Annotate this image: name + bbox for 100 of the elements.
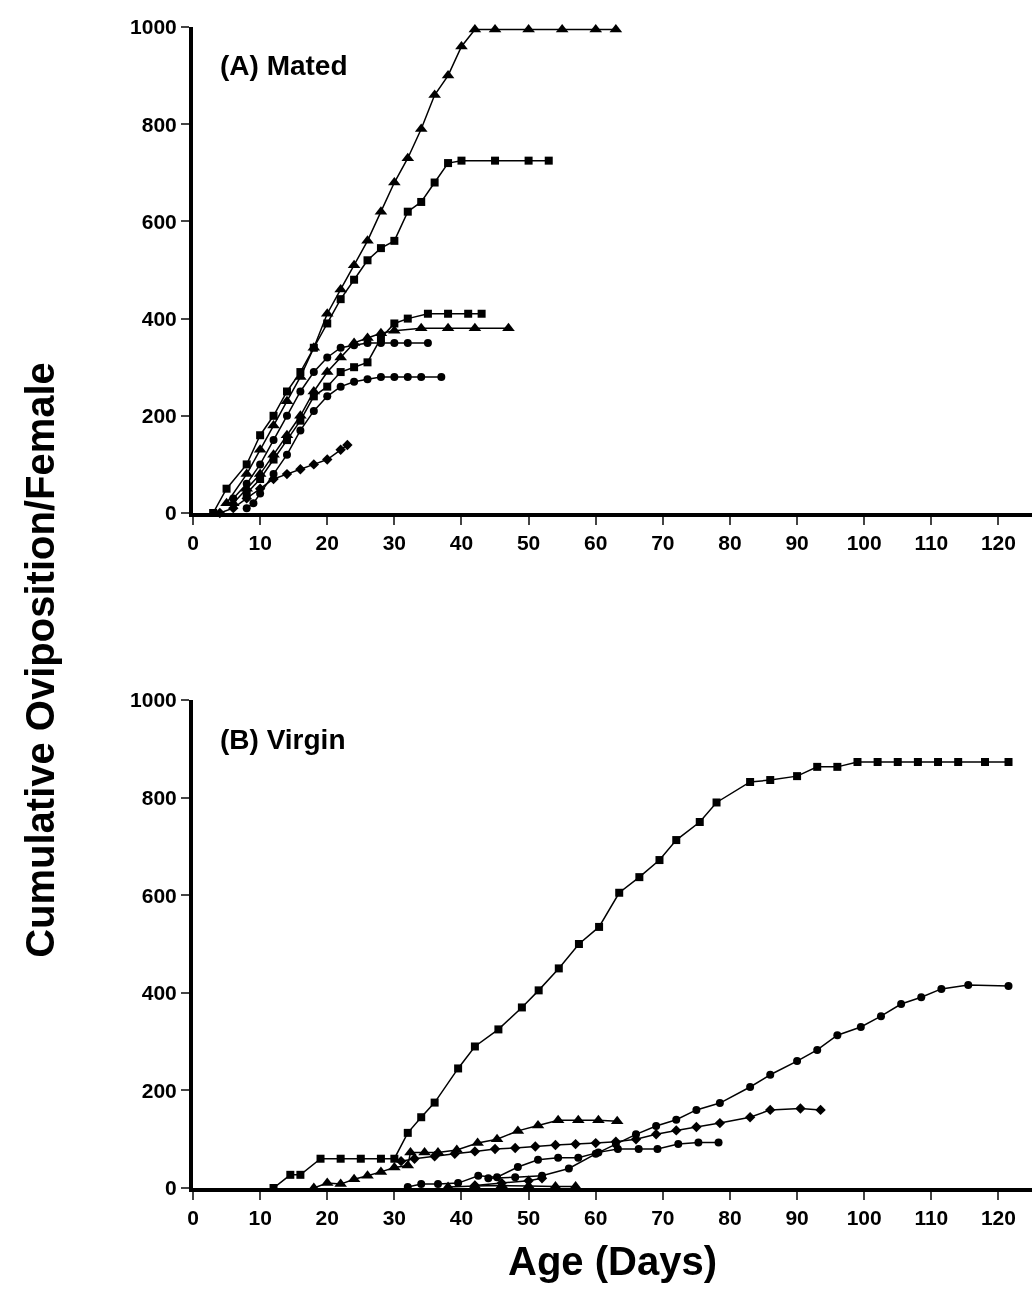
point	[403, 207, 412, 216]
point	[853, 757, 862, 766]
x-axis-title: Age (Days)	[508, 1239, 717, 1284]
point	[534, 1155, 542, 1164]
point	[404, 1146, 417, 1156]
point	[363, 375, 372, 384]
point	[712, 798, 721, 807]
point	[691, 1121, 702, 1133]
point	[655, 856, 664, 865]
point	[444, 159, 453, 168]
x-tick-label: 110	[914, 1206, 949, 1230]
point	[488, 23, 502, 33]
point	[813, 762, 822, 771]
point	[714, 1117, 726, 1129]
point	[1004, 981, 1013, 990]
point	[856, 1022, 865, 1031]
point	[815, 1104, 826, 1116]
point	[981, 757, 990, 766]
point	[256, 460, 265, 469]
point	[491, 156, 500, 165]
point	[897, 1000, 906, 1009]
point	[544, 156, 553, 165]
point	[876, 1012, 885, 1021]
point	[430, 178, 439, 187]
point	[554, 964, 563, 973]
point	[376, 244, 385, 253]
y-tick-label: 200	[141, 404, 177, 428]
point	[444, 309, 453, 318]
point	[694, 1138, 703, 1147]
text: (A) Mated	[220, 50, 348, 81]
point	[350, 377, 359, 386]
point	[746, 1082, 755, 1091]
point	[363, 256, 372, 265]
point	[390, 236, 399, 245]
point	[715, 1099, 724, 1108]
point	[282, 450, 291, 459]
point	[511, 1173, 520, 1182]
point	[242, 504, 251, 513]
point	[390, 338, 399, 347]
x-tick-label: 60	[584, 531, 608, 555]
y-tick-label: 200	[141, 1078, 177, 1102]
x-tick-label: 110	[914, 531, 949, 555]
point	[403, 372, 412, 381]
y-tick-label: 400	[141, 306, 177, 330]
point	[550, 1139, 561, 1151]
point	[522, 23, 535, 33]
point	[653, 1144, 662, 1153]
point	[674, 1140, 683, 1149]
point	[390, 1154, 399, 1163]
point	[282, 387, 291, 396]
point	[323, 392, 332, 401]
x-tick-label: 120	[980, 1206, 1016, 1230]
x-tick-label: 20	[315, 1206, 339, 1230]
point	[256, 431, 265, 440]
point	[795, 1103, 806, 1114]
point	[376, 1154, 385, 1163]
point	[336, 382, 345, 391]
y-tick-label: 0	[165, 1176, 177, 1200]
point	[494, 1025, 503, 1034]
point	[342, 439, 353, 451]
point	[336, 343, 345, 352]
point	[477, 309, 486, 318]
point	[590, 1137, 601, 1149]
point	[937, 984, 946, 993]
point	[934, 757, 943, 766]
point	[744, 1112, 756, 1123]
point	[457, 156, 466, 165]
point	[766, 776, 775, 785]
point	[242, 479, 251, 488]
x-tick-label: 70	[651, 531, 675, 555]
point	[695, 818, 704, 826]
point	[613, 1144, 622, 1153]
point	[295, 464, 306, 475]
point	[282, 411, 291, 420]
point	[554, 1153, 563, 1162]
x-tick-label: 100	[846, 531, 882, 555]
point	[672, 1115, 681, 1124]
point	[530, 1141, 541, 1152]
point	[766, 1070, 775, 1079]
x-tick-label: 70	[651, 1206, 675, 1230]
point	[308, 459, 320, 470]
point	[634, 1144, 643, 1153]
point	[229, 494, 238, 503]
point	[423, 309, 432, 318]
x-tick-label: 0	[187, 1206, 199, 1230]
point	[954, 757, 963, 766]
point	[403, 338, 412, 347]
point	[356, 1154, 365, 1163]
point	[893, 757, 902, 766]
point	[813, 1045, 822, 1054]
x-tick-label: 80	[718, 531, 742, 555]
point	[417, 372, 426, 381]
point	[417, 1113, 426, 1122]
y-tick-label: 1000	[130, 688, 177, 712]
point	[502, 322, 515, 332]
point	[242, 460, 251, 469]
point	[414, 322, 428, 332]
text: (B) Virgin	[220, 724, 346, 755]
point	[493, 1173, 502, 1182]
point	[692, 1105, 701, 1114]
